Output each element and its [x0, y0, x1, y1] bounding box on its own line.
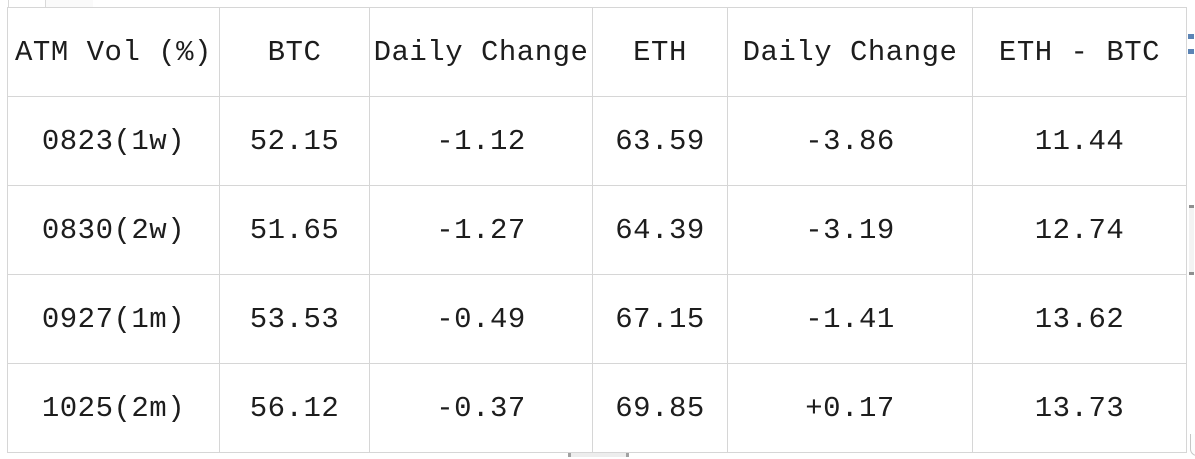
cell-eth-minus-btc[interactable]: 12.74 — [972, 185, 1187, 275]
cell-btc-vol[interactable]: 52.15 — [219, 96, 370, 186]
cell-btc-vol[interactable]: 51.65 — [219, 185, 370, 275]
cell-eth-daily-change[interactable]: +0.17 — [727, 363, 973, 453]
vertical-scrollbar-thumb[interactable] — [1189, 205, 1194, 275]
cell-tenor[interactable]: 0927(1m) — [7, 274, 220, 364]
edge-artifact-icon — [1188, 49, 1194, 54]
table-row: 0830(2w) 51.65 -1.27 64.39 -3.19 12.74 — [7, 185, 1187, 275]
horizontal-scrollbar-thumb[interactable] — [568, 453, 629, 457]
cell-eth-minus-btc[interactable]: 13.73 — [972, 363, 1187, 453]
atm-vol-table: ATM Vol (%) BTC Daily Change ETH Daily C… — [7, 7, 1187, 453]
cell-eth-vol[interactable]: 64.39 — [592, 185, 728, 275]
cell-eth-daily-change[interactable]: -3.86 — [727, 96, 973, 186]
cell-eth-vol[interactable]: 67.15 — [592, 274, 728, 364]
header-cell-eth-minus-btc[interactable]: ETH - BTC — [972, 7, 1187, 97]
edge-artifact-icon — [1188, 34, 1194, 39]
window-corner-fragment — [1190, 434, 1195, 456]
header-cell-btc-daily-change[interactable]: Daily Change — [369, 7, 593, 97]
header-row: ATM Vol (%) BTC Daily Change ETH Daily C… — [7, 7, 1187, 97]
header-cell-btc[interactable]: BTC — [219, 7, 370, 97]
cell-tenor[interactable]: 1025(2m) — [7, 363, 220, 453]
cell-eth-minus-btc[interactable]: 13.62 — [972, 274, 1187, 364]
table-row: 0823(1w) 52.15 -1.12 63.59 -3.86 11.44 — [7, 96, 1187, 186]
table-row: 1025(2m) 56.12 -0.37 69.85 +0.17 13.73 — [7, 363, 1187, 453]
cell-tenor[interactable]: 0830(2w) — [7, 185, 220, 275]
cell-btc-vol[interactable]: 53.53 — [219, 274, 370, 364]
cell-btc-vol[interactable]: 56.12 — [219, 363, 370, 453]
cell-eth-vol[interactable]: 63.59 — [592, 96, 728, 186]
gridline-fragment — [46, 0, 93, 7]
cell-btc-daily-change[interactable]: -0.37 — [369, 363, 593, 453]
cell-tenor[interactable]: 0823(1w) — [7, 96, 220, 186]
gridline-fragment — [8, 0, 9, 7]
header-cell-atm-vol[interactable]: ATM Vol (%) — [7, 7, 220, 97]
header-cell-eth-daily-change[interactable]: Daily Change — [727, 7, 973, 97]
cell-eth-daily-change[interactable]: -1.41 — [727, 274, 973, 364]
gridline-fragment — [45, 0, 46, 7]
cell-btc-daily-change[interactable]: -1.27 — [369, 185, 593, 275]
cell-eth-vol[interactable]: 69.85 — [592, 363, 728, 453]
cell-eth-daily-change[interactable]: -3.19 — [727, 185, 973, 275]
cell-eth-minus-btc[interactable]: 11.44 — [972, 96, 1187, 186]
header-cell-eth[interactable]: ETH — [592, 7, 728, 97]
cell-btc-daily-change[interactable]: -1.12 — [369, 96, 593, 186]
cell-btc-daily-change[interactable]: -0.49 — [369, 274, 593, 364]
table-row: 0927(1m) 53.53 -0.49 67.15 -1.41 13.62 — [7, 274, 1187, 364]
